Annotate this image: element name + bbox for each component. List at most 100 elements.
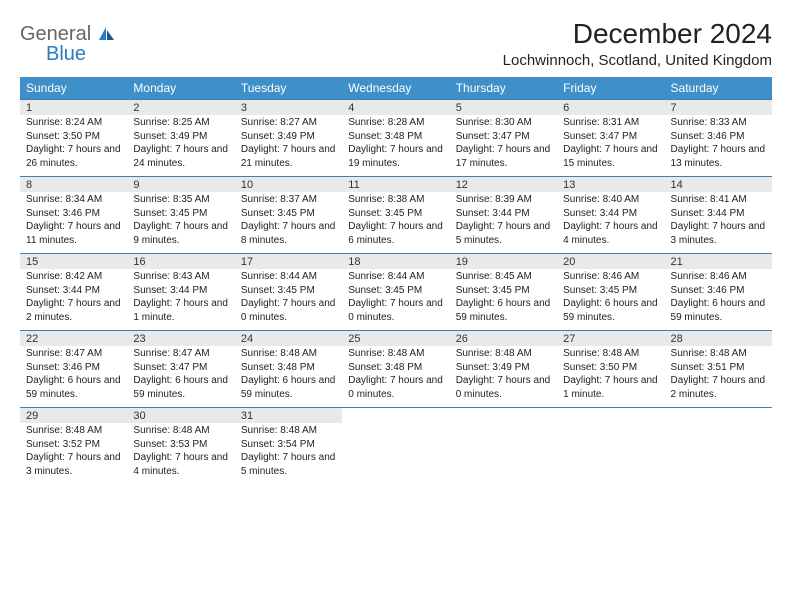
day-cell: 24Sunrise: 8:48 AMSunset: 3:48 PMDayligh… [235, 331, 342, 408]
sunset-line: Sunset: 3:50 PM [26, 130, 121, 144]
sunrise-line: Sunrise: 8:47 AM [133, 347, 228, 361]
day-cell: 11Sunrise: 8:38 AMSunset: 3:45 PMDayligh… [342, 177, 449, 254]
sunset-line: Sunset: 3:44 PM [563, 207, 658, 221]
sunrise-line: Sunrise: 8:37 AM [241, 193, 336, 207]
day-number: 27 [557, 331, 664, 346]
sunrise-line: Sunrise: 8:35 AM [133, 193, 228, 207]
location-text: Lochwinnoch, Scotland, United Kingdom [503, 52, 772, 69]
day-cell: 15Sunrise: 8:42 AMSunset: 3:44 PMDayligh… [20, 254, 127, 331]
logo-word-blue: Blue [46, 44, 116, 64]
day-number: 8 [20, 177, 127, 192]
sunrise-line: Sunrise: 8:48 AM [26, 424, 121, 438]
daylight-line: Daylight: 7 hours and 26 minutes. [26, 143, 121, 170]
day-cell: 28Sunrise: 8:48 AMSunset: 3:51 PMDayligh… [665, 331, 772, 408]
day-details: Sunrise: 8:27 AMSunset: 3:49 PMDaylight:… [235, 115, 342, 176]
day-details: Sunrise: 8:47 AMSunset: 3:46 PMDaylight:… [20, 346, 127, 407]
daylight-line: Daylight: 7 hours and 5 minutes. [241, 451, 336, 478]
day-details: Sunrise: 8:45 AMSunset: 3:45 PMDaylight:… [450, 269, 557, 330]
day-number: 12 [450, 177, 557, 192]
sunset-line: Sunset: 3:49 PM [456, 361, 551, 375]
day-details: Sunrise: 8:48 AMSunset: 3:51 PMDaylight:… [665, 346, 772, 407]
sunset-line: Sunset: 3:46 PM [671, 284, 766, 298]
day-cell: 2Sunrise: 8:25 AMSunset: 3:49 PMDaylight… [127, 100, 234, 177]
day-number: 18 [342, 254, 449, 269]
daylight-line: Daylight: 7 hours and 3 minutes. [26, 451, 121, 478]
empty-day-cell [665, 408, 772, 485]
daylight-line: Daylight: 7 hours and 4 minutes. [563, 220, 658, 247]
sunrise-line: Sunrise: 8:41 AM [671, 193, 766, 207]
day-number: 19 [450, 254, 557, 269]
day-details: Sunrise: 8:25 AMSunset: 3:49 PMDaylight:… [127, 115, 234, 176]
sail-icon [98, 25, 116, 46]
sunrise-line: Sunrise: 8:48 AM [241, 424, 336, 438]
sunset-line: Sunset: 3:45 PM [348, 207, 443, 221]
day-cell: 13Sunrise: 8:40 AMSunset: 3:44 PMDayligh… [557, 177, 664, 254]
daylight-line: Daylight: 6 hours and 59 minutes. [133, 374, 228, 401]
day-number: 7 [665, 100, 772, 115]
day-number: 3 [235, 100, 342, 115]
day-details: Sunrise: 8:38 AMSunset: 3:45 PMDaylight:… [342, 192, 449, 253]
day-cell: 23Sunrise: 8:47 AMSunset: 3:47 PMDayligh… [127, 331, 234, 408]
calendar-table: SundayMondayTuesdayWednesdayThursdayFrid… [20, 77, 772, 484]
calendar-week-row: 15Sunrise: 8:42 AMSunset: 3:44 PMDayligh… [20, 254, 772, 331]
daylight-line: Daylight: 7 hours and 1 minute. [133, 297, 228, 324]
sunset-line: Sunset: 3:45 PM [348, 284, 443, 298]
day-number: 22 [20, 331, 127, 346]
day-header: Tuesday [235, 77, 342, 100]
day-cell: 6Sunrise: 8:31 AMSunset: 3:47 PMDaylight… [557, 100, 664, 177]
sunrise-line: Sunrise: 8:28 AM [348, 116, 443, 130]
day-number: 31 [235, 408, 342, 423]
day-details: Sunrise: 8:42 AMSunset: 3:44 PMDaylight:… [20, 269, 127, 330]
sunset-line: Sunset: 3:50 PM [563, 361, 658, 375]
day-details: Sunrise: 8:48 AMSunset: 3:53 PMDaylight:… [127, 423, 234, 484]
daylight-line: Daylight: 7 hours and 8 minutes. [241, 220, 336, 247]
daylight-line: Daylight: 7 hours and 19 minutes. [348, 143, 443, 170]
day-cell: 27Sunrise: 8:48 AMSunset: 3:50 PMDayligh… [557, 331, 664, 408]
day-number: 25 [342, 331, 449, 346]
calendar-week-row: 22Sunrise: 8:47 AMSunset: 3:46 PMDayligh… [20, 331, 772, 408]
calendar-week-row: 1Sunrise: 8:24 AMSunset: 3:50 PMDaylight… [20, 100, 772, 177]
day-cell: 7Sunrise: 8:33 AMSunset: 3:46 PMDaylight… [665, 100, 772, 177]
day-number: 26 [450, 331, 557, 346]
sunrise-line: Sunrise: 8:40 AM [563, 193, 658, 207]
day-cell: 14Sunrise: 8:41 AMSunset: 3:44 PMDayligh… [665, 177, 772, 254]
sunrise-line: Sunrise: 8:33 AM [671, 116, 766, 130]
daylight-line: Daylight: 6 hours and 59 minutes. [456, 297, 551, 324]
brand-logo: General Blue [20, 18, 116, 64]
daylight-line: Daylight: 7 hours and 9 minutes. [133, 220, 228, 247]
day-cell: 19Sunrise: 8:45 AMSunset: 3:45 PMDayligh… [450, 254, 557, 331]
sunset-line: Sunset: 3:49 PM [133, 130, 228, 144]
sunset-line: Sunset: 3:48 PM [241, 361, 336, 375]
day-cell: 25Sunrise: 8:48 AMSunset: 3:48 PMDayligh… [342, 331, 449, 408]
day-number: 20 [557, 254, 664, 269]
month-title: December 2024 [503, 18, 772, 50]
day-number: 29 [20, 408, 127, 423]
daylight-line: Daylight: 7 hours and 4 minutes. [133, 451, 228, 478]
title-block: December 2024 Lochwinnoch, Scotland, Uni… [503, 18, 772, 69]
day-number: 11 [342, 177, 449, 192]
sunrise-line: Sunrise: 8:31 AM [563, 116, 658, 130]
day-details: Sunrise: 8:48 AMSunset: 3:54 PMDaylight:… [235, 423, 342, 484]
daylight-line: Daylight: 6 hours and 59 minutes. [241, 374, 336, 401]
day-number: 14 [665, 177, 772, 192]
day-header: Friday [557, 77, 664, 100]
day-details: Sunrise: 8:47 AMSunset: 3:47 PMDaylight:… [127, 346, 234, 407]
day-cell: 18Sunrise: 8:44 AMSunset: 3:45 PMDayligh… [342, 254, 449, 331]
daylight-line: Daylight: 7 hours and 0 minutes. [241, 297, 336, 324]
day-cell: 8Sunrise: 8:34 AMSunset: 3:46 PMDaylight… [20, 177, 127, 254]
sunset-line: Sunset: 3:47 PM [563, 130, 658, 144]
sunset-line: Sunset: 3:45 PM [241, 207, 336, 221]
day-details: Sunrise: 8:48 AMSunset: 3:49 PMDaylight:… [450, 346, 557, 407]
sunset-line: Sunset: 3:47 PM [456, 130, 551, 144]
day-details: Sunrise: 8:28 AMSunset: 3:48 PMDaylight:… [342, 115, 449, 176]
sunset-line: Sunset: 3:45 PM [241, 284, 336, 298]
sunrise-line: Sunrise: 8:34 AM [26, 193, 121, 207]
day-number: 28 [665, 331, 772, 346]
daylight-line: Daylight: 6 hours and 59 minutes. [563, 297, 658, 324]
day-cell: 31Sunrise: 8:48 AMSunset: 3:54 PMDayligh… [235, 408, 342, 485]
day-cell: 17Sunrise: 8:44 AMSunset: 3:45 PMDayligh… [235, 254, 342, 331]
logo-word-general: General [20, 23, 91, 45]
sunrise-line: Sunrise: 8:48 AM [241, 347, 336, 361]
day-details: Sunrise: 8:48 AMSunset: 3:52 PMDaylight:… [20, 423, 127, 484]
day-details: Sunrise: 8:44 AMSunset: 3:45 PMDaylight:… [342, 269, 449, 330]
